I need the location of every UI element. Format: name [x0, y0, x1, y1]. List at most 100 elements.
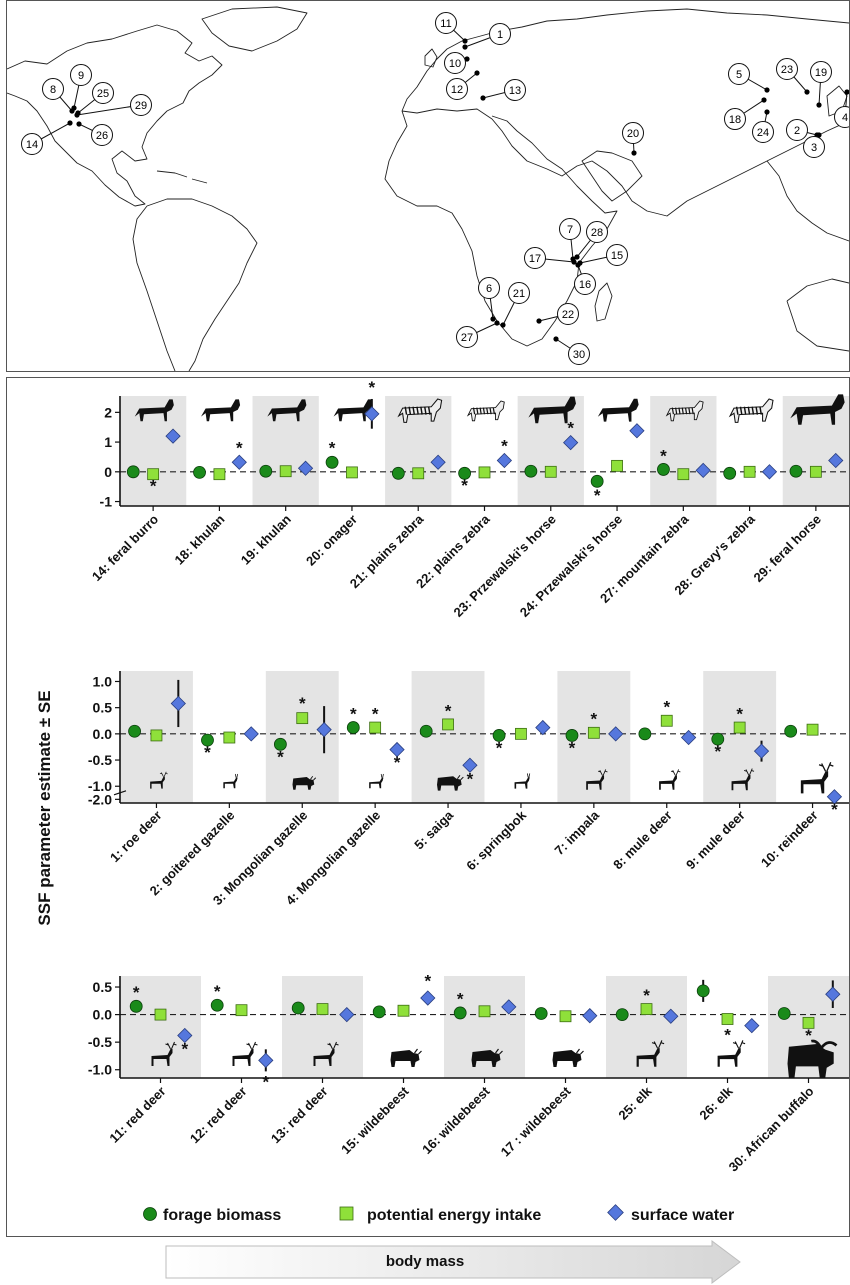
site-label-number: 4	[842, 112, 848, 124]
site-label-4: 4	[834, 106, 849, 128]
site-label-number: 6	[486, 283, 492, 295]
point-forage-biomass	[696, 984, 710, 998]
point-forage-biomass	[711, 732, 725, 746]
site-point	[536, 318, 542, 324]
point-surface-water	[629, 423, 645, 439]
significance-star: *	[501, 437, 508, 456]
site-label-6: 6	[478, 277, 500, 299]
point-surface-water	[496, 452, 513, 469]
site-label-number: 28	[591, 227, 603, 239]
legend-circle-marker	[143, 1207, 157, 1221]
site-label-circle	[606, 244, 628, 266]
significance-star: *	[277, 747, 284, 766]
site-label-number: 12	[451, 84, 463, 96]
y-axis-title: SSF parameter estimate ± SE	[35, 690, 54, 925]
site-label-number: 5	[736, 69, 742, 81]
site-point	[462, 38, 468, 44]
point-surface-water	[462, 757, 478, 773]
x-category-label: 17 : wildebeest	[498, 1083, 574, 1159]
site-label-circle	[728, 63, 750, 85]
site-point	[494, 320, 500, 326]
x-category-label: 10: reindeer	[758, 808, 821, 871]
point-surface-water	[177, 1027, 193, 1044]
africa-outline	[384, 110, 618, 347]
site-point	[764, 109, 770, 115]
zebra-silhouette-icon	[397, 398, 443, 423]
point-surface-water	[826, 789, 843, 805]
site-label-circle	[70, 64, 92, 86]
deer-silhouette-icon	[717, 1040, 746, 1067]
site-label-circle	[752, 121, 774, 143]
deer-silhouette-icon	[586, 769, 608, 790]
point-surface-water	[364, 406, 380, 422]
site-label-circle	[834, 106, 849, 128]
point-potential-energy-intake	[721, 1013, 734, 1025]
legend-item-forage-biomass: forage biomass	[143, 1207, 281, 1224]
point-surface-water	[430, 454, 446, 470]
site-label-circle	[456, 326, 478, 348]
site-label-20: 20	[622, 122, 644, 144]
madagascar-outline	[594, 282, 613, 322]
deer-silhouette-icon	[313, 1041, 339, 1066]
site-point	[631, 150, 637, 156]
point-potential-energy-intake	[223, 731, 236, 744]
significance-star: *	[350, 704, 357, 723]
significance-star: *	[567, 419, 574, 438]
site-leader-lines	[31, 22, 848, 355]
site-label-25: 25	[92, 82, 114, 104]
japan-outline	[826, 85, 848, 117]
body-mass-label: body mass	[385, 1253, 465, 1270]
chart-panel-1: 2 1 0 -114: feral burro 18: khulan 19: khulan…	[89, 378, 849, 620]
point-potential-energy-intake	[806, 723, 819, 736]
y-tick-label: -1.0	[88, 1062, 112, 1078]
site-label-circle	[557, 303, 579, 325]
significance-star: *	[569, 739, 576, 758]
significance-star: *	[496, 739, 503, 758]
point-potential-energy-intake	[316, 1003, 329, 1015]
point-forage-biomass	[453, 1006, 467, 1020]
zebra-silhouette-icon	[728, 398, 774, 423]
site-label-number: 25	[97, 88, 109, 100]
greenland-outline	[201, 6, 308, 52]
y-tick-label: -2.0	[88, 791, 112, 807]
shaded-band	[120, 976, 201, 1078]
point-surface-water	[535, 719, 551, 736]
point-forage-biomass	[129, 999, 143, 1013]
site-label-number: 30	[573, 349, 585, 361]
site-label-number: 29	[135, 100, 147, 112]
point-potential-energy-intake	[640, 1003, 653, 1015]
point-potential-energy-intake	[478, 466, 491, 479]
site-label-circle	[524, 247, 546, 269]
site-point	[71, 105, 77, 111]
significance-star: *	[424, 972, 431, 991]
equid-silhouette-icon	[134, 399, 174, 422]
south-america-outline	[132, 198, 258, 371]
point-forage-biomass	[372, 1005, 386, 1019]
chart-panels: 2 1 0 -114: feral burro 18: khulan 19: khulan…	[88, 378, 849, 1174]
site-label-circle	[622, 122, 644, 144]
site-label-number: 9	[78, 70, 84, 82]
x-category-label: 1: roe deer	[107, 808, 165, 866]
site-label-number: 20	[627, 128, 639, 140]
site-label-circle	[724, 108, 746, 130]
chart-panel-3: 0.5 0.0 -0.5 -1.0 11: red deer 12: red deer 13…	[88, 972, 849, 1174]
significance-star: *	[394, 753, 401, 772]
site-label-number: 27	[461, 332, 473, 344]
bovid-silhouette-icon	[552, 1048, 584, 1067]
x-category-label: 16: wildebeest	[419, 1083, 493, 1157]
site-label-number: 18	[729, 114, 741, 126]
legend-label-surface-water: surface water	[631, 1207, 734, 1224]
point-forage-biomass	[259, 464, 273, 478]
site-label-number: 8	[50, 84, 56, 96]
point-forage-biomass	[524, 464, 538, 478]
point-forage-biomass	[210, 998, 224, 1012]
site-label-22: 22	[557, 303, 579, 325]
point-surface-water	[695, 462, 711, 478]
site-label-circle	[91, 124, 113, 146]
bovid-silhouette-icon	[390, 1048, 422, 1067]
x-category-label: 15: wildebeest	[338, 1083, 412, 1157]
point-potential-energy-intake	[733, 721, 746, 734]
significance-star: *	[445, 701, 452, 720]
